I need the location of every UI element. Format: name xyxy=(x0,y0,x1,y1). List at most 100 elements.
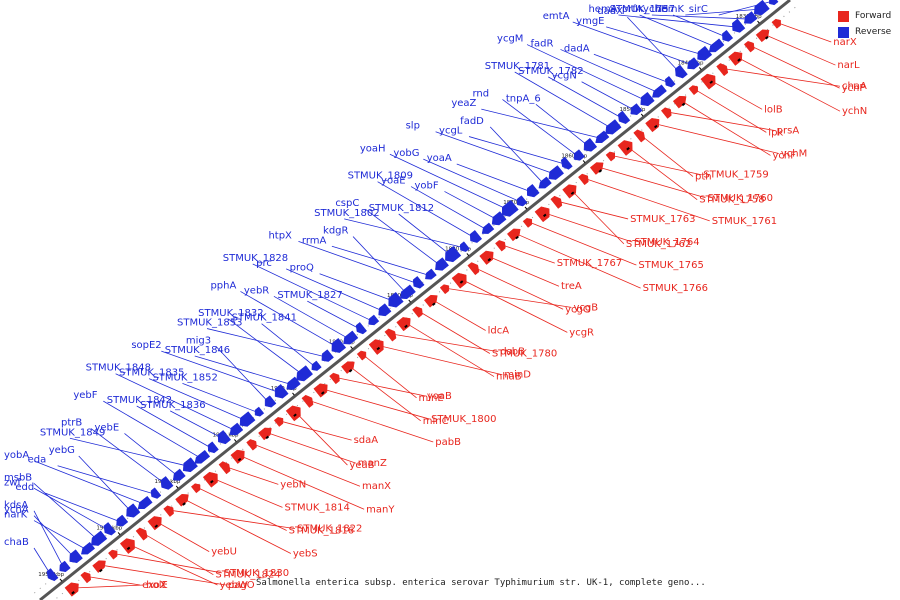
reverse-connector xyxy=(215,346,270,403)
forward-label-stmuk-1758: STMUK_1758 xyxy=(699,195,764,206)
repeat-marker xyxy=(764,36,769,40)
reverse-connector xyxy=(535,103,589,147)
forward-label-stmuk-1767: STMUK_1767 xyxy=(557,258,622,269)
reverse-connector xyxy=(352,236,407,294)
forward-gene-manx xyxy=(246,439,257,451)
reverse-label-stmuk-1853: STMUK_1853 xyxy=(177,318,242,329)
forward-gene-ycgo xyxy=(467,262,480,276)
forward-connector xyxy=(322,388,430,420)
reverse-connector xyxy=(307,300,361,330)
reverse-gene-yoae xyxy=(481,222,495,234)
reverse-label-dadx: dadX xyxy=(597,6,623,17)
forward-label-stmuk-1764: STMUK_1764 xyxy=(634,237,699,248)
repeat-marker xyxy=(404,324,408,329)
reverse-label-proq: proQ xyxy=(290,263,314,274)
reverse-label-stmuk-1781: STMUK_1781 xyxy=(485,61,550,72)
reverse-gene-ppha xyxy=(331,337,347,353)
forward-label-yebw: yebW xyxy=(220,580,248,591)
forward-connector xyxy=(349,365,421,422)
reverse-label-yebg: yebG xyxy=(49,445,75,456)
forward-label-yebu: yebU xyxy=(211,547,237,558)
reverse-label-yebf: yebF xyxy=(73,390,97,401)
reverse-connector xyxy=(481,108,602,139)
forward-connector xyxy=(308,399,434,443)
reverse-gene-yeaz xyxy=(595,130,610,143)
reverse-label-ptrb: ptrB xyxy=(61,418,82,429)
forward-label-yebn: yebN xyxy=(280,479,306,490)
reverse-label-dada: dadA xyxy=(564,43,590,54)
tick-mark xyxy=(466,253,470,257)
reverse-connector xyxy=(115,373,236,431)
reverse-label-hemk: hemK xyxy=(655,4,684,15)
forward-connector xyxy=(113,553,222,574)
reverse-label-stmuk-1832: STMUK_1832 xyxy=(198,308,263,319)
reverse-gene-stmuk-1849 xyxy=(182,457,198,473)
forward-gene-exox xyxy=(80,571,91,584)
forward-label-lolb: lolB xyxy=(764,104,783,115)
reverse-gene-stmuk-1853 xyxy=(321,349,334,362)
reverse-label-ycgn: ycgN xyxy=(552,71,577,82)
reverse-gene-ycgn xyxy=(630,103,643,115)
forward-guide-line xyxy=(53,6,796,600)
reverse-connector xyxy=(672,14,727,38)
reverse-label-slp: slp xyxy=(406,121,420,132)
repeat-marker xyxy=(320,391,325,395)
reverse-gene-yoaa xyxy=(527,183,540,198)
forward-connector xyxy=(196,486,287,531)
forward-gene-stmuk-1765 xyxy=(522,217,533,228)
forward-label-hole: holE xyxy=(146,580,168,591)
reverse-gene-rrma xyxy=(425,268,437,280)
reverse-connector xyxy=(456,163,532,193)
forward-gene-pago xyxy=(92,560,106,574)
forward-label-ipk: ipk xyxy=(768,127,783,138)
reverse-label-stmuk-1809: STMUK_1809 xyxy=(348,171,413,182)
forward-connector xyxy=(391,333,499,353)
forward-label-stmuk-1760: STMUK_1760 xyxy=(708,193,773,204)
tick-mark xyxy=(698,67,702,71)
forward-label-ychf: ychF xyxy=(772,150,796,161)
reverse-connector xyxy=(33,515,75,559)
forward-label-narx: narX xyxy=(833,37,857,48)
reverse-gene-nark xyxy=(81,541,96,555)
legend: Forward Reverse xyxy=(838,8,891,40)
forward-connector xyxy=(570,189,625,245)
reverse-label-eda: eda xyxy=(28,455,47,466)
forward-gene-nhab xyxy=(396,317,411,332)
forward-connector xyxy=(777,22,832,43)
reverse-connector xyxy=(286,268,384,312)
tick-mark xyxy=(117,532,121,536)
forward-label-sdaa: sdaA xyxy=(354,435,379,446)
reverse-connector xyxy=(227,318,304,376)
reverse-gene-edd xyxy=(116,514,129,527)
reverse-gene-hema xyxy=(732,18,746,33)
forward-label-ldca: ldcA xyxy=(488,325,510,336)
forward-label-nhab: nhaB xyxy=(496,372,522,383)
reverse-connector xyxy=(651,14,750,20)
reverse-label-yoaa: yoaA xyxy=(427,153,452,164)
reverse-gene-stmuk-1809 xyxy=(469,229,483,243)
tick-mark xyxy=(757,20,760,24)
reverse-connector xyxy=(435,131,555,175)
reverse-connector xyxy=(69,437,189,467)
forward-connector xyxy=(460,278,568,333)
reverse-gene-stmuk-1852 xyxy=(254,406,265,417)
reverse-label-stmuk-1812: STMUK_1812 xyxy=(369,203,434,214)
reverse-label-yoae: yoaE xyxy=(381,176,405,187)
reverse-connector xyxy=(240,291,338,348)
forward-gene-yebw xyxy=(119,538,135,555)
reverse-gene-stmuk-1781 xyxy=(605,119,622,135)
forward-gene-stmuk-1760 xyxy=(589,162,604,175)
repeat-marker xyxy=(626,147,630,151)
forward-gene-stmuk-1824 xyxy=(135,527,148,541)
reverse-connector xyxy=(319,273,395,302)
reverse-swatch xyxy=(838,26,849,38)
forward-gene-trea xyxy=(479,250,494,265)
forward-label-stmuk-1814: STMUK_1814 xyxy=(284,502,349,513)
reverse-gene-proq xyxy=(388,291,404,308)
reverse-connector xyxy=(560,49,659,93)
forward-label-trea: treA xyxy=(561,281,582,292)
reverse-connector xyxy=(398,213,452,256)
reverse-label-mig3: mig3 xyxy=(186,335,211,346)
forward-connector xyxy=(736,56,841,112)
